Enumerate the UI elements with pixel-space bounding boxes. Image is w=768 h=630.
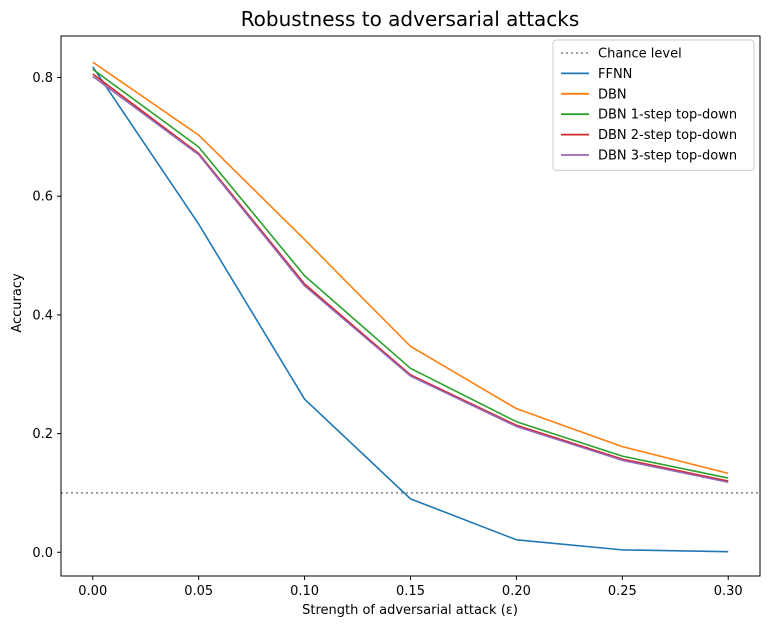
x-tick-label: 0.30 xyxy=(714,584,743,599)
plot-area xyxy=(61,61,760,553)
legend-entry-5: DBN 3-step top-down xyxy=(561,149,737,164)
legend-entry-2: DBN xyxy=(561,87,627,102)
y-tick-label: 0.4 xyxy=(32,308,53,323)
legend-label: Chance level xyxy=(598,47,682,62)
legend: Chance level FFNN DBN DBN 1-step top-down DB… xyxy=(552,39,755,171)
legend-label: DBN 2-step top-down xyxy=(598,128,737,143)
x-tick-label: 0.00 xyxy=(78,584,107,599)
y-tick-label: 0.6 xyxy=(32,190,53,205)
legend-label: DBN xyxy=(598,87,627,102)
series-line-3 xyxy=(92,68,729,479)
legend-entry-1: FFNN xyxy=(561,67,632,82)
x-tick-label: 0.15 xyxy=(396,584,425,599)
legend-entry-4: DBN 2-step top-down xyxy=(561,128,737,143)
legend-box xyxy=(552,39,755,171)
series-line-5 xyxy=(92,75,729,484)
x-tick-label: 0.05 xyxy=(184,584,213,599)
axes: 0.00 0.05 0.10 0.15 0.20 0.25 0.30 0.0 0.2 0.4 0.6… xyxy=(32,35,761,599)
x-tick-label: 0.25 xyxy=(608,584,637,599)
legend-label: FFNN xyxy=(598,67,632,82)
series-line-2 xyxy=(92,61,729,475)
legend-label: DBN 3-step top-down xyxy=(598,149,737,164)
legend-entry-3: DBN 1-step top-down xyxy=(561,108,737,123)
chart-title: Robustness to adversarial attacks xyxy=(241,7,580,31)
legend-label: DBN 1-step top-down xyxy=(598,108,737,123)
y-tick-label: 0.0 xyxy=(32,546,53,561)
y-axis-label: Accuracy xyxy=(10,273,25,333)
series-line-1 xyxy=(92,66,729,553)
x-axis-label: Strength of adversarial attack (ε) xyxy=(302,603,518,618)
y-tick-label: 0.2 xyxy=(32,427,53,442)
y-tick-label: 0.8 xyxy=(32,71,53,86)
series-line-4 xyxy=(92,73,729,482)
legend-entry-chance-level: Chance level xyxy=(561,47,682,62)
x-tick-label: 0.10 xyxy=(290,584,319,599)
x-tick-label: 0.20 xyxy=(502,584,531,599)
